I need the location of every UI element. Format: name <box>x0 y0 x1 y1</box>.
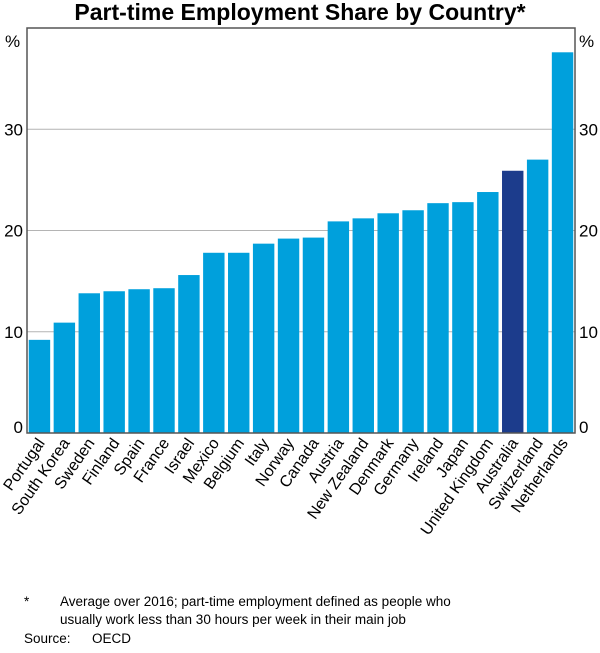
bar-france <box>153 288 175 433</box>
y-unit-right: % <box>579 32 594 51</box>
bar-austria <box>327 221 350 433</box>
bar-ireland <box>427 203 449 433</box>
bar-spain <box>128 289 150 433</box>
source-value: OECD <box>92 631 131 646</box>
bar-new-zealand <box>352 218 374 433</box>
footnote-marker: * <box>24 594 30 609</box>
bar-portugal <box>28 339 51 433</box>
y-tick-label-left: 10 <box>4 323 23 342</box>
bar-mexico <box>203 252 225 433</box>
bar-netherlands <box>551 52 574 434</box>
y-unit-left: % <box>5 32 20 51</box>
bar-germany <box>402 210 424 433</box>
source-label: Source: <box>24 631 71 646</box>
bar-italy <box>252 243 275 433</box>
bar-israel <box>178 275 200 433</box>
bar-norway <box>277 238 300 433</box>
y-tick-label-right: 30 <box>579 120 598 139</box>
bar-south-korea <box>53 322 76 433</box>
y-tick-label-left: 30 <box>4 120 23 139</box>
plot-frame <box>26 27 576 434</box>
y-tick-label-right: 0 <box>579 418 588 437</box>
bar-united-kingdom <box>477 192 499 433</box>
footnote-line-1: Average over 2016; part-time employment … <box>60 594 451 609</box>
y-tick-label-right: 10 <box>579 323 598 342</box>
footnote-line-2: usually work less than 30 hours per week… <box>60 612 406 627</box>
bar-denmark <box>377 213 399 433</box>
y-tick-label-left: 0 <box>14 418 23 437</box>
bar-finland <box>103 291 125 433</box>
bar-australia <box>502 170 524 433</box>
bar-canada <box>302 237 325 433</box>
bar-sweden <box>78 293 100 433</box>
bar-japan <box>452 202 474 433</box>
y-tick-label-left: 20 <box>4 222 23 241</box>
bar-switzerland <box>526 159 549 433</box>
bar-belgium <box>228 252 250 433</box>
chart-title: Part-time Employment Share by Country* <box>74 0 525 25</box>
y-tick-label-right: 20 <box>579 222 598 241</box>
